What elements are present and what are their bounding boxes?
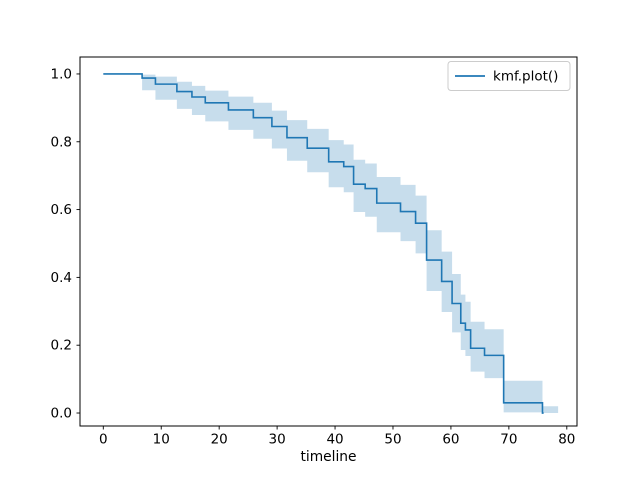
x-tick-label: 30	[269, 432, 286, 448]
y-tick-label: 0.4	[51, 270, 72, 286]
x-tick-label: 40	[326, 432, 343, 448]
x-tick-label: 10	[153, 432, 170, 448]
x-tick-label: 80	[558, 432, 575, 448]
y-tick-label: 0.2	[51, 338, 72, 354]
x-tick-label: 50	[384, 432, 401, 448]
y-tick-label: 0.8	[51, 134, 72, 150]
x-tick-label: 60	[442, 432, 459, 448]
x-axis-title: timeline	[300, 449, 356, 465]
legend-label: kmf.plot()	[493, 69, 558, 85]
legend: kmf.plot()	[447, 61, 571, 91]
confidence-band	[142, 74, 559, 414]
x-tick-label: 70	[500, 432, 517, 448]
legend-box	[447, 61, 571, 91]
y-tick-label: 1.0	[51, 66, 72, 82]
axes-spines	[79, 56, 578, 427]
x-tick-label: 20	[211, 432, 228, 448]
y-tick-label: 0.6	[51, 202, 72, 218]
km-step-line	[103, 73, 544, 414]
y-tick-label: 0.0	[51, 406, 72, 422]
x-tick-label: 0	[99, 432, 108, 448]
